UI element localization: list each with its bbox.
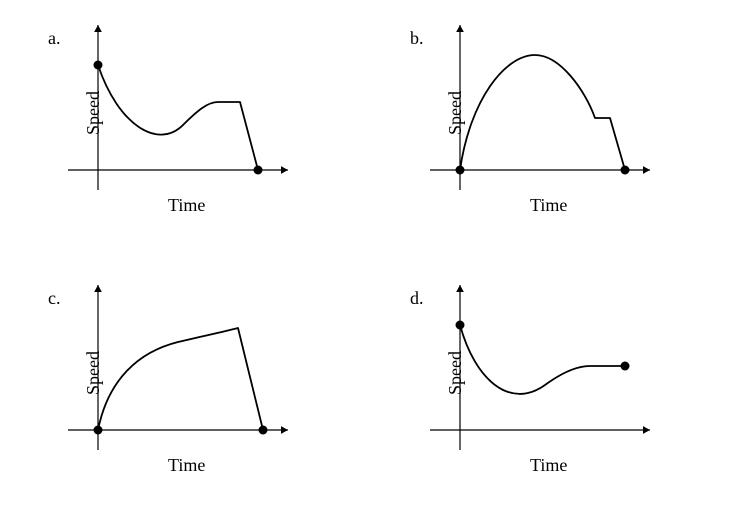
curve: [460, 55, 625, 170]
end-point: [621, 362, 630, 371]
y-axis-arrow: [94, 285, 102, 292]
end-point: [259, 426, 268, 435]
end-point: [254, 166, 263, 175]
x-axis-arrow: [281, 426, 288, 434]
x-axis-arrow: [643, 426, 650, 434]
start-point: [456, 166, 465, 175]
curve: [98, 65, 258, 170]
y-axis-arrow: [94, 25, 102, 32]
plot-d: [410, 270, 670, 470]
curve: [98, 328, 263, 430]
plot-a: [48, 10, 308, 210]
y-axis-arrow: [456, 285, 464, 292]
curve: [460, 325, 625, 394]
start-point: [94, 61, 103, 70]
plot-b: [410, 10, 670, 210]
end-point: [621, 166, 630, 175]
panel-b: b.SpeedTime: [410, 10, 670, 250]
start-point: [94, 426, 103, 435]
panel-a: a.SpeedTime: [48, 10, 308, 250]
panel-d: d.SpeedTime: [410, 270, 670, 510]
x-axis-arrow: [643, 166, 650, 174]
panel-c: c.SpeedTime: [48, 270, 308, 510]
y-axis-arrow: [456, 25, 464, 32]
start-point: [456, 321, 465, 330]
x-axis-arrow: [281, 166, 288, 174]
plot-c: [48, 270, 308, 470]
four-panel-figure: a.SpeedTime b.SpeedTime c.SpeedTime d.Speed…: [0, 0, 738, 527]
